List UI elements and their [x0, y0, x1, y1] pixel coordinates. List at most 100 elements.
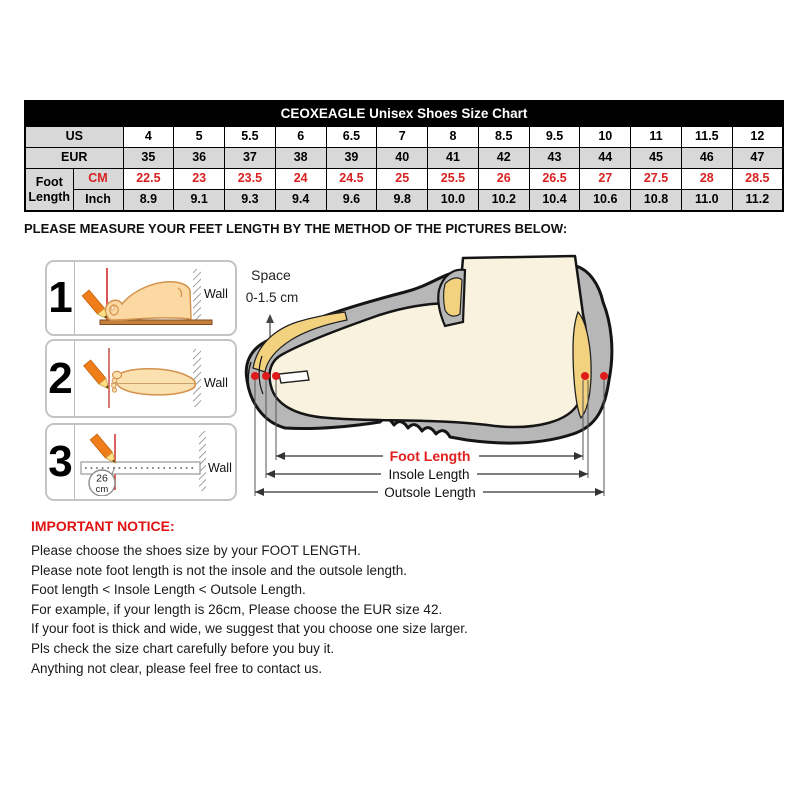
- measure-step-panel-3: 3 Wall 26 cm: [45, 423, 237, 501]
- ruler-reading-value: 26: [96, 473, 108, 485]
- space-label: Space: [251, 267, 291, 283]
- wall-label: Wall: [204, 376, 228, 390]
- pencil-icon: [81, 289, 109, 320]
- notice-line: Pls check the size chart carefully befor…: [31, 640, 335, 656]
- cm-size-cell: 26: [477, 168, 530, 190]
- size-chart-table: CEOXEAGLE Unisex Shoes Size Chart US 4 5 5.…: [24, 100, 784, 212]
- cm-row-label: CM: [72, 168, 124, 190]
- cm-size-cell: 28: [680, 168, 733, 190]
- notice-line: Anything not clear, please feel free to …: [31, 660, 323, 676]
- eur-size-cell: 39: [325, 147, 378, 169]
- space-value: 0-1.5 cm: [246, 290, 299, 305]
- us-row-label: US: [24, 126, 124, 148]
- wall-label: Wall: [204, 287, 228, 301]
- inch-size-cell: 11.2: [731, 189, 784, 212]
- measure-step-panel-2: 2 Wall: [45, 339, 237, 418]
- foot-front-edge: [258, 355, 264, 395]
- table-row-cm: Foot Length CM 22.5 23 23.5 24 24.5 25 25.5 26 26.…: [24, 168, 784, 212]
- us-size-cell: 6.5: [325, 126, 378, 148]
- step-number: 1: [47, 262, 75, 334]
- table-row-eur: EUR 35 36 37 38 39 40 41 42 43 44 45 46 47: [24, 147, 784, 169]
- us-size-cell: 8: [427, 126, 479, 148]
- us-size-cell: 9.5: [528, 126, 581, 148]
- measure-step-panel-1: 1 Wall: [45, 260, 237, 336]
- inch-size-cell: 9.6: [325, 189, 378, 212]
- pencil-icon: [89, 433, 117, 464]
- notice-line: Please choose the shoes size by your FOO…: [31, 543, 361, 558]
- us-size-cell: 11.5: [680, 126, 733, 148]
- eur-size-cell: 38: [274, 147, 327, 169]
- ruler-reading-unit: cm: [96, 484, 109, 495]
- shoe-cross-section-diagram: Space 0-1.5 cm: [244, 254, 614, 500]
- wall-label: Wall: [208, 461, 232, 475]
- eur-size-cell: 40: [376, 147, 429, 169]
- cm-size-cell: 28.5: [731, 168, 784, 190]
- us-size-cell: 11: [630, 126, 682, 148]
- notice-line: Foot length < Insole Length < Outsole Le…: [31, 582, 306, 598]
- eur-size-cell: 45: [630, 147, 682, 169]
- cm-size-cell: 26.5: [528, 168, 581, 190]
- step2-foot-top-illustration: Wall: [83, 348, 228, 408]
- inch-size-cell: 9.3: [224, 189, 276, 212]
- inch-size-cell: 8.9: [122, 189, 175, 212]
- step-number: 2: [47, 341, 75, 416]
- us-size-cell: 8.5: [477, 126, 530, 148]
- step-number: 3: [47, 425, 75, 499]
- eur-row-label: EUR: [24, 147, 124, 169]
- wall-hatch: [193, 269, 201, 325]
- cm-size-cell: 24: [274, 168, 327, 190]
- wall-hatch: [193, 349, 201, 407]
- cm-size-cell: 25: [376, 168, 429, 190]
- cm-size-cell: 27.5: [630, 168, 682, 190]
- pencil-icon: [83, 359, 110, 390]
- us-size-cell: 7: [376, 126, 429, 148]
- outsole-length-dimension: Outsole Length: [255, 485, 604, 500]
- inch-size-cell: 10.0: [427, 189, 479, 212]
- cm-size-cell: 25.5: [427, 168, 479, 190]
- us-size-cell: 12: [731, 126, 784, 148]
- eur-size-cell: 46: [680, 147, 733, 169]
- foot-length-dimension: Foot Length: [276, 448, 583, 464]
- foot-length-label: Foot Length: [390, 448, 471, 464]
- tongue-lining: [442, 277, 463, 317]
- cm-size-cell: 23.5: [224, 168, 276, 190]
- eur-size-cell: 36: [173, 147, 226, 169]
- eur-size-cell: 35: [122, 147, 175, 169]
- notice-heading: IMPORTANT NOTICE:: [31, 518, 175, 534]
- notice-line: If your foot is thick and wide, we sugge…: [31, 621, 468, 637]
- eur-size-cell: 42: [477, 147, 530, 169]
- eur-size-cell: 43: [528, 147, 581, 169]
- us-size-cell: 4: [122, 126, 175, 148]
- eur-size-cell: 44: [579, 147, 632, 169]
- inch-size-cell: 10.4: [528, 189, 581, 212]
- floor-icon: [99, 319, 213, 325]
- space-arrowhead: [266, 314, 274, 323]
- us-size-cell: 5.5: [224, 126, 276, 148]
- step1-foot-side-illustration: Wall: [81, 268, 228, 325]
- us-size-cell: 5: [173, 126, 226, 148]
- foot-side-icon: [104, 281, 192, 321]
- inch-size-cell: 10.2: [477, 189, 530, 212]
- heel-lining: [572, 310, 592, 420]
- cm-size-cell: 22.5: [122, 168, 175, 190]
- inch-size-cell: 9.8: [376, 189, 429, 212]
- cm-size-cell: 24.5: [325, 168, 378, 190]
- outsole-length-label: Outsole Length: [384, 485, 476, 500]
- toe-cap-mark: [278, 370, 310, 384]
- ruler-reading-badge: 26 cm: [88, 469, 116, 496]
- eur-size-cell: 47: [731, 147, 784, 169]
- inch-size-cell: 11.0: [680, 189, 733, 212]
- insole-length-label: Insole Length: [388, 467, 469, 482]
- measure-dots: [251, 372, 608, 380]
- eur-size-cell: 37: [224, 147, 276, 169]
- cm-size-cell: 27: [579, 168, 632, 190]
- us-size-cell: 6: [274, 126, 327, 148]
- inch-size-cell: 9.1: [173, 189, 226, 212]
- size-chart-title: CEOXEAGLE Unisex Shoes Size Chart: [24, 100, 784, 127]
- important-notice-section: IMPORTANT NOTICE: Please choose the shoe…: [31, 518, 591, 678]
- foot-length-row-label: Foot Length: [24, 168, 74, 212]
- inch-size-cell: 10.6: [579, 189, 632, 212]
- cm-size-cell: 23: [173, 168, 226, 190]
- step3-ruler-illustration: Wall 26 cm: [80, 431, 232, 496]
